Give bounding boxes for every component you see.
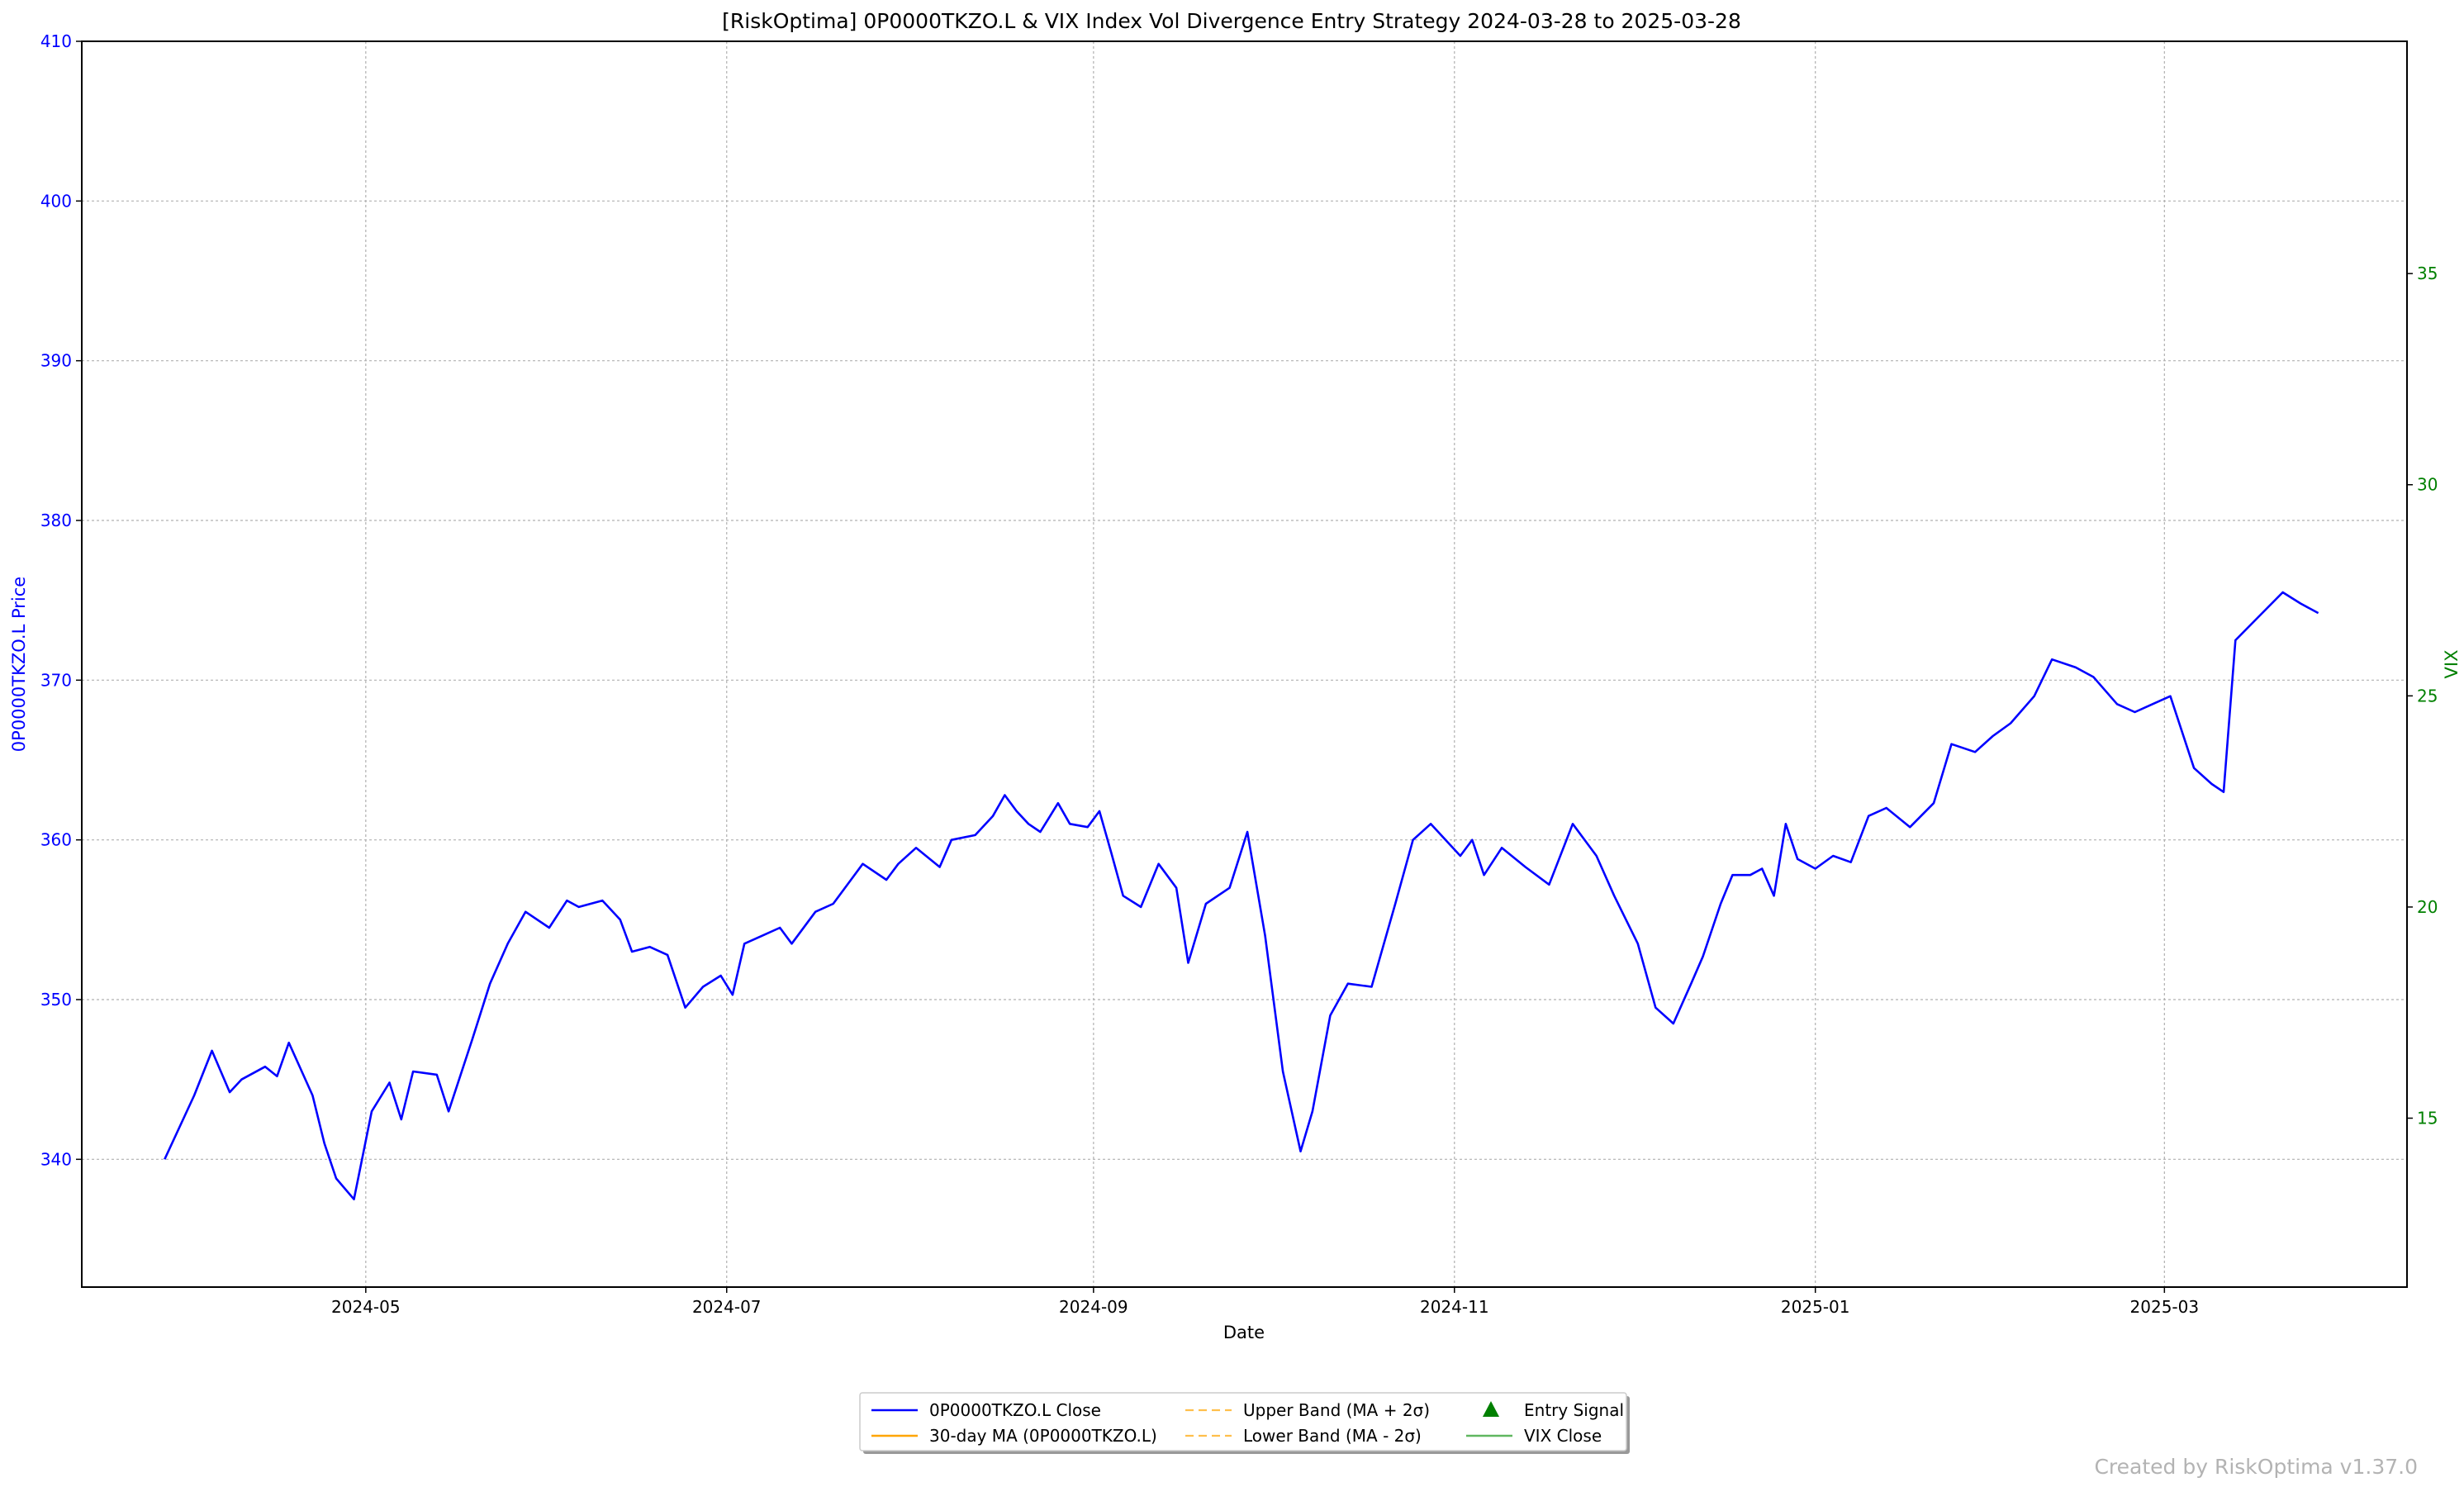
series-close	[164, 591, 2319, 1200]
legend-label-ma: 30-day MA (0P0000TKZO.L)	[929, 1426, 1157, 1446]
x-axis: 2024-05 2024-07 2024-09 2024-11 2025-01 2025-…	[331, 1287, 2199, 1317]
legend-label-signal: Entry Signal	[1524, 1400, 1624, 1420]
legend: 0P0000TKZO.L Close 30-day MA (0P0000TKZO.…	[859, 1392, 1630, 1454]
x-tick-label: 2024-11	[1420, 1297, 1489, 1317]
x-tick-label: 2024-07	[692, 1297, 762, 1317]
left-tick-label: 380	[40, 511, 72, 530]
left-axis-label: 0P0000TKZO.L Price	[9, 577, 29, 752]
x-tick-label: 2025-01	[1781, 1297, 1850, 1317]
x-axis-label: Date	[1223, 1323, 1265, 1342]
legend-label-vix: VIX Close	[1524, 1426, 1602, 1446]
right-tick-label: 35	[2417, 264, 2438, 283]
legend-signal-swatch	[1483, 1401, 1499, 1417]
right-tick-label: 25	[2417, 686, 2438, 705]
legend-label-lower: Lower Band (MA - 2σ)	[1243, 1426, 1422, 1446]
x-tick-label: 2025-03	[2130, 1297, 2200, 1317]
left-tick-label: 350	[40, 990, 72, 1010]
right-axis: 15 20 25 30 35	[2407, 264, 2438, 1128]
left-tick-label: 390	[40, 351, 72, 371]
left-tick-label: 400	[40, 191, 72, 211]
x-tick-label: 2024-09	[1059, 1297, 1128, 1317]
left-tick-label: 410	[40, 31, 72, 51]
left-tick-label: 340	[40, 1149, 72, 1169]
grid	[82, 40, 2407, 1287]
legend-label-close: 0P0000TKZO.L Close	[929, 1400, 1101, 1420]
right-axis-label: VIX	[2442, 650, 2462, 679]
right-tick-label: 30	[2417, 475, 2438, 495]
chart-title: [RiskOptima] 0P0000TKZO.L & VIX Index Vo…	[722, 9, 1741, 33]
plot-frame	[81, 40, 2408, 1288]
legend-box	[859, 1392, 1627, 1451]
right-tick-label: 20	[2417, 897, 2438, 917]
left-tick-label: 360	[40, 830, 72, 850]
credit-text: Created by RiskOptima v1.37.0	[2094, 1455, 2418, 1479]
series-layer	[164, 591, 2319, 1200]
x-tick-label: 2024-05	[331, 1297, 401, 1317]
left-axis: 340 350 360 370 380 390 400 410	[40, 31, 82, 1169]
left-tick-label: 370	[40, 670, 72, 690]
right-tick-label: 15	[2417, 1109, 2438, 1128]
legend-label-upper: Upper Band (MA + 2σ)	[1243, 1400, 1430, 1420]
